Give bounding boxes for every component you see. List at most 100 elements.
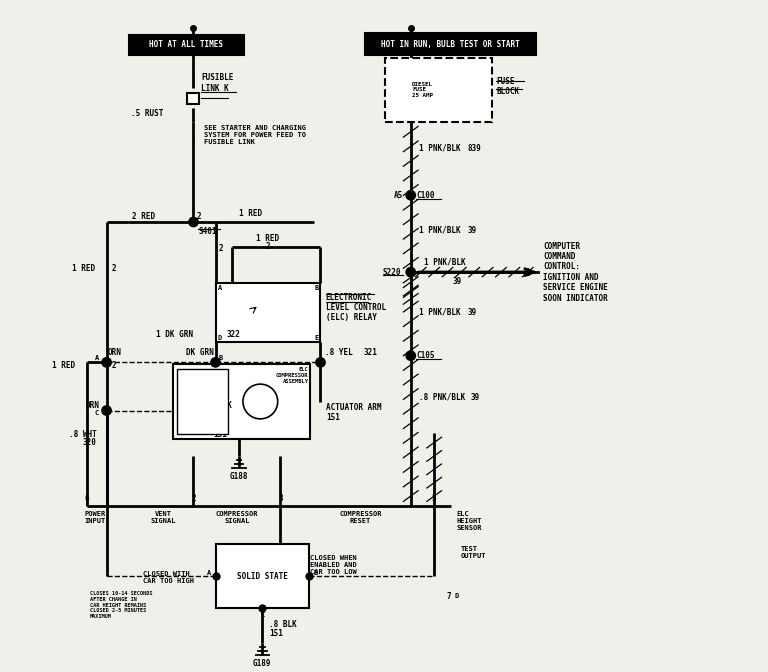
Circle shape [243, 384, 278, 419]
Text: .8 BLK: .8 BLK [199, 423, 227, 431]
Text: 2: 2 [266, 242, 270, 251]
Text: (25-31 OHMS): (25-31 OHMS) [186, 406, 219, 411]
Text: A5: A5 [393, 191, 402, 200]
Text: 2: 2 [111, 264, 116, 274]
Bar [177, 369, 228, 434]
Text: FUSIBLE
LINK K: FUSIBLE LINK K [201, 73, 234, 93]
Text: 2: 2 [191, 494, 196, 503]
Text: 39: 39 [468, 308, 477, 317]
Circle shape [406, 351, 415, 360]
Text: ELECTRONIC
LEVEL CONTROL
(ELC) RELAY: ELECTRONIC LEVEL CONTROL (ELC) RELAY [326, 293, 386, 323]
Text: 1 RED: 1 RED [239, 209, 262, 218]
Text: 3: 3 [278, 494, 283, 503]
Text: D: D [455, 593, 459, 599]
Text: .8 YEL: .8 YEL [325, 348, 353, 357]
Text: 39: 39 [453, 278, 462, 286]
Text: .8 WHT: .8 WHT [69, 430, 97, 439]
Text: G189: G189 [253, 659, 272, 668]
Text: HOT IN RUN, BULB TEST OR START: HOT IN RUN, BULB TEST OR START [382, 40, 520, 48]
Bar [216, 544, 310, 608]
Text: C: C [260, 612, 264, 618]
Text: 1 PNK/BLK: 1 PNK/BLK [419, 308, 460, 317]
Text: 1 RED: 1 RED [52, 362, 75, 370]
Circle shape [211, 358, 220, 367]
Text: B: B [218, 355, 223, 362]
Text: 39: 39 [471, 392, 480, 402]
Text: 1 RED: 1 RED [257, 235, 280, 243]
Text: 7: 7 [446, 592, 451, 601]
Bar [187, 93, 200, 104]
Text: ORN: ORN [85, 401, 99, 410]
Circle shape [316, 358, 325, 367]
Text: 5: 5 [432, 494, 436, 503]
Text: 321: 321 [364, 348, 378, 357]
Text: CLOSED WHEN
ENABLED AND
CAR TOO LOW: CLOSED WHEN ENABLED AND CAR TOO LOW [310, 555, 357, 575]
Text: CLOSES 10-14 SECONDS
AFTER CHANGE IN
CAR HEIGHT REMAINS
CLOSED 2-5 MINUTES
MAXIM: CLOSES 10-14 SECONDS AFTER CHANGE IN CAR… [90, 591, 152, 619]
Text: C100: C100 [416, 191, 435, 200]
Bar [174, 364, 310, 439]
Text: VENT MOTOR: VENT MOTOR [187, 391, 217, 396]
Text: S220: S220 [382, 267, 401, 277]
Text: BLK: BLK [218, 401, 232, 410]
Text: 151: 151 [213, 430, 227, 439]
Bar [366, 34, 536, 55]
Bar [216, 284, 320, 342]
Text: COMPRESSOR
SIGNAL: COMPRESSOR SIGNAL [216, 511, 258, 524]
Text: POWER
INPUT: POWER INPUT [84, 511, 106, 524]
Text: C105: C105 [416, 351, 435, 360]
Text: COMPUTER
COMMAND
CONTROL:
IGNITION AND
SERVICE ENGINE
SOON INDICATOR: COMPUTER COMMAND CONTROL: IGNITION AND S… [543, 242, 607, 302]
Text: 2 RED: 2 RED [132, 212, 155, 221]
Circle shape [102, 406, 111, 415]
Text: B: B [313, 570, 317, 576]
Text: ACTUATOR ARM
151: ACTUATOR ARM 151 [326, 403, 382, 422]
Text: VENT
SIGNAL: VENT SIGNAL [151, 511, 176, 524]
Text: 839: 839 [468, 144, 482, 153]
Circle shape [189, 217, 198, 226]
Circle shape [406, 191, 415, 200]
Text: ELC
HEIGHT
SENSOR: ELC HEIGHT SENSOR [456, 511, 482, 532]
Text: COMPRESSOR
RESET: COMPRESSOR RESET [339, 511, 382, 524]
Circle shape [406, 267, 415, 277]
Bar [128, 35, 243, 55]
Text: 6: 6 [84, 494, 89, 503]
Text: 1 RED: 1 RED [72, 264, 95, 274]
Text: .8 PNK/BLK: .8 PNK/BLK [419, 392, 465, 402]
Text: 322: 322 [227, 330, 241, 339]
Circle shape [102, 358, 111, 367]
Text: 2: 2 [111, 362, 116, 370]
Text: SOLID STATE: SOLID STATE [237, 572, 288, 581]
Text: 39: 39 [468, 226, 477, 235]
Text: HOT AT ALL TIMES: HOT AT ALL TIMES [149, 40, 223, 49]
Text: .5 RUST: .5 RUST [131, 109, 164, 118]
Text: 2: 2 [197, 212, 201, 221]
Text: A: A [217, 285, 222, 291]
Text: E: E [314, 335, 319, 341]
Text: DIESEL
FUSE
25 AMP: DIESEL FUSE 25 AMP [412, 82, 433, 98]
Text: 151: 151 [269, 628, 283, 638]
Text: D: D [218, 410, 223, 416]
Text: A: A [207, 570, 211, 576]
Text: 1 PNK/BLK: 1 PNK/BLK [419, 226, 460, 235]
Text: DK GRN: DK GRN [186, 348, 214, 357]
Text: .8 BLK: .8 BLK [269, 620, 296, 629]
Text: D: D [217, 335, 222, 341]
Text: FUSE
BLOCK: FUSE BLOCK [496, 77, 519, 96]
Text: 1 PNK/BLK: 1 PNK/BLK [419, 144, 460, 153]
Text: 1 DK GRN: 1 DK GRN [157, 330, 194, 339]
Text: ORN: ORN [108, 348, 122, 357]
Text: 1 PNK/BLK: 1 PNK/BLK [424, 258, 465, 267]
Text: 320: 320 [83, 438, 97, 447]
Text: M: M [257, 397, 263, 406]
Text: A: A [95, 355, 99, 362]
Text: C: C [95, 410, 99, 416]
Text: S401: S401 [198, 226, 217, 236]
Text: CLOSED WITH
CAR TOO HIGH: CLOSED WITH CAR TOO HIGH [144, 571, 194, 584]
Text: 2: 2 [218, 244, 223, 253]
Text: SOLENOID: SOLENOID [190, 398, 214, 403]
Text: TEST
OUTPUT: TEST OUTPUT [461, 546, 486, 559]
Text: G188: G188 [230, 472, 248, 481]
Text: B: B [314, 285, 319, 291]
Text: ELC
COMPRESSOR
ASSEMBLY: ELC COMPRESSOR ASSEMBLY [276, 367, 309, 384]
Text: SEE STARTER AND CHARGING
SYSTEM FOR POWER FEED TO
FUSIBLE LINK: SEE STARTER AND CHARGING SYSTEM FOR POWE… [204, 125, 306, 145]
Bar [386, 58, 492, 122]
